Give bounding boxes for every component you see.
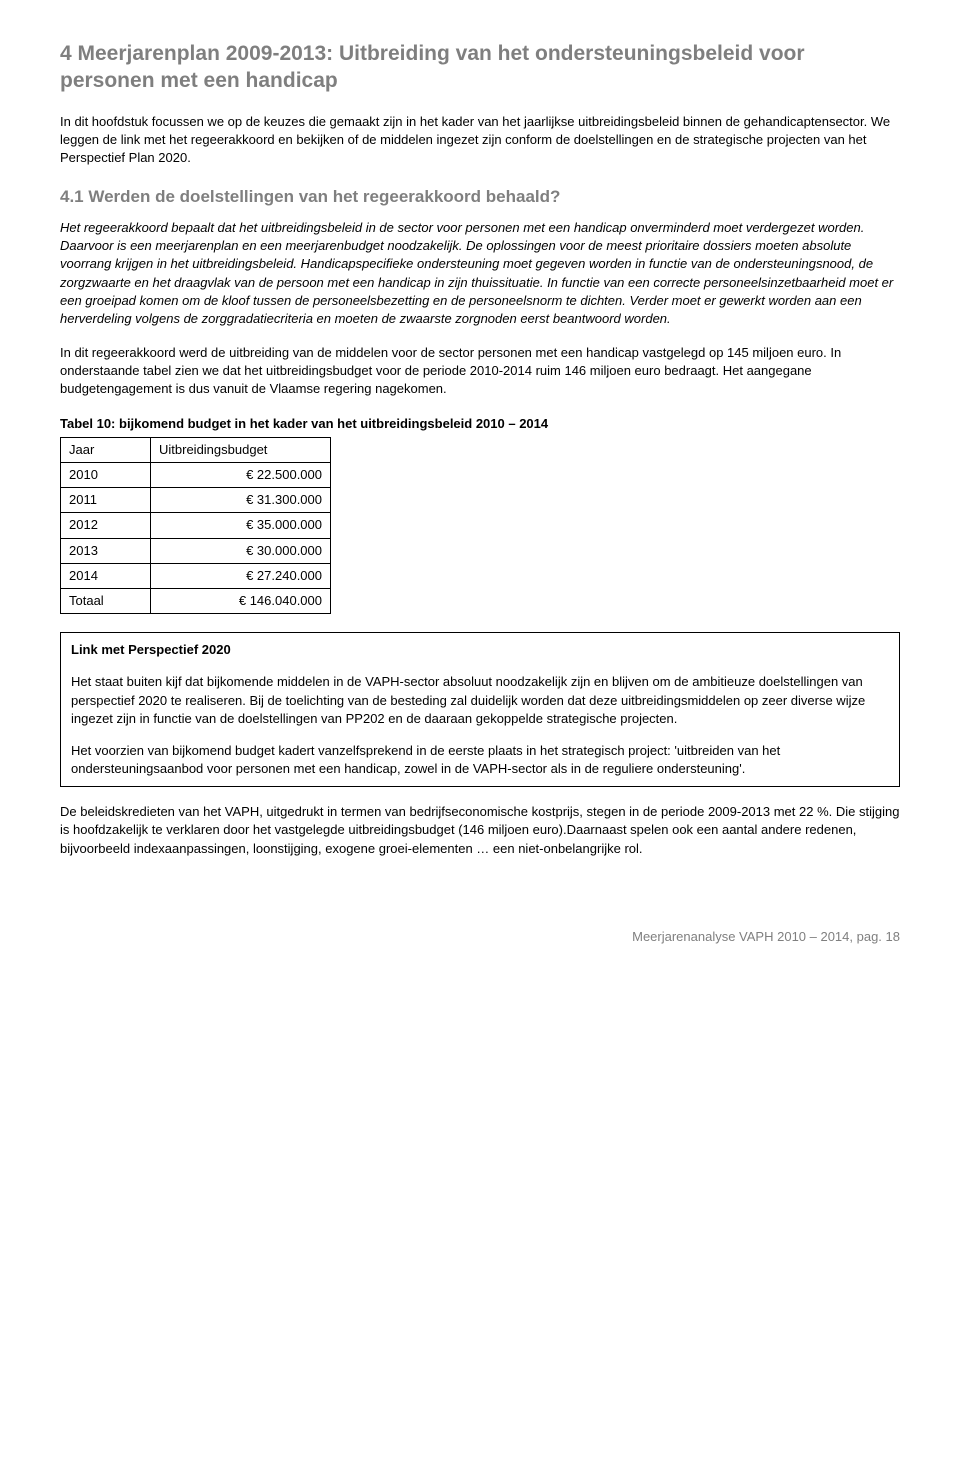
table-cell-year: 2010 [61,463,151,488]
table-cell-year: Totaal [61,588,151,613]
table-row: 2011 € 31.300.000 [61,488,331,513]
page-footer: Meerjarenanalyse VAPH 2010 – 2014, pag. … [60,928,900,946]
table-header-row: Jaar Uitbreidingsbudget [61,437,331,462]
table-cell-amount: € 27.240.000 [151,563,331,588]
table-row-total: Totaal € 146.040.000 [61,588,331,613]
box-paragraph-1: Het staat buiten kijf dat bijkomende mid… [71,673,889,728]
perspectief-2020-box: Link met Perspectief 2020 Het staat buit… [60,632,900,787]
table-cell-amount: € 22.500.000 [151,463,331,488]
table-row: 2014 € 27.240.000 [61,563,331,588]
table-cell-amount: € 35.000.000 [151,513,331,538]
table-cell-amount: € 30.000.000 [151,538,331,563]
budget-table: Jaar Uitbreidingsbudget 2010 € 22.500.00… [60,437,331,614]
table-header-year: Jaar [61,437,151,462]
table-row: 2010 € 22.500.000 [61,463,331,488]
table-cell-year: 2012 [61,513,151,538]
intro-paragraph: In dit hoofdstuk focussen we op de keuze… [60,113,900,168]
table-cell-year: 2013 [61,538,151,563]
table-caption: Tabel 10: bijkomend budget in het kader … [60,415,900,433]
box-paragraph-2: Het voorzien van bijkomend budget kadert… [71,742,889,778]
box-title: Link met Perspectief 2020 [71,641,889,659]
section-heading-4-1: 4.1 Werden de doelstellingen van het reg… [60,185,900,209]
closing-paragraph: De beleidskredieten van het VAPH, uitged… [60,803,900,858]
table-cell-amount: € 146.040.000 [151,588,331,613]
table-row: 2013 € 30.000.000 [61,538,331,563]
table-cell-year: 2011 [61,488,151,513]
table-cell-amount: € 31.300.000 [151,488,331,513]
budget-intro-paragraph: In dit regeerakkoord werd de uitbreiding… [60,344,900,399]
regeerakkoord-quote: Het regeerakkoord bepaalt dat het uitbre… [60,219,900,328]
page-heading: 4 Meerjarenplan 2009-2013: Uitbreiding v… [60,40,900,95]
table-cell-year: 2014 [61,563,151,588]
table-row: 2012 € 35.000.000 [61,513,331,538]
table-header-amount: Uitbreidingsbudget [151,437,331,462]
